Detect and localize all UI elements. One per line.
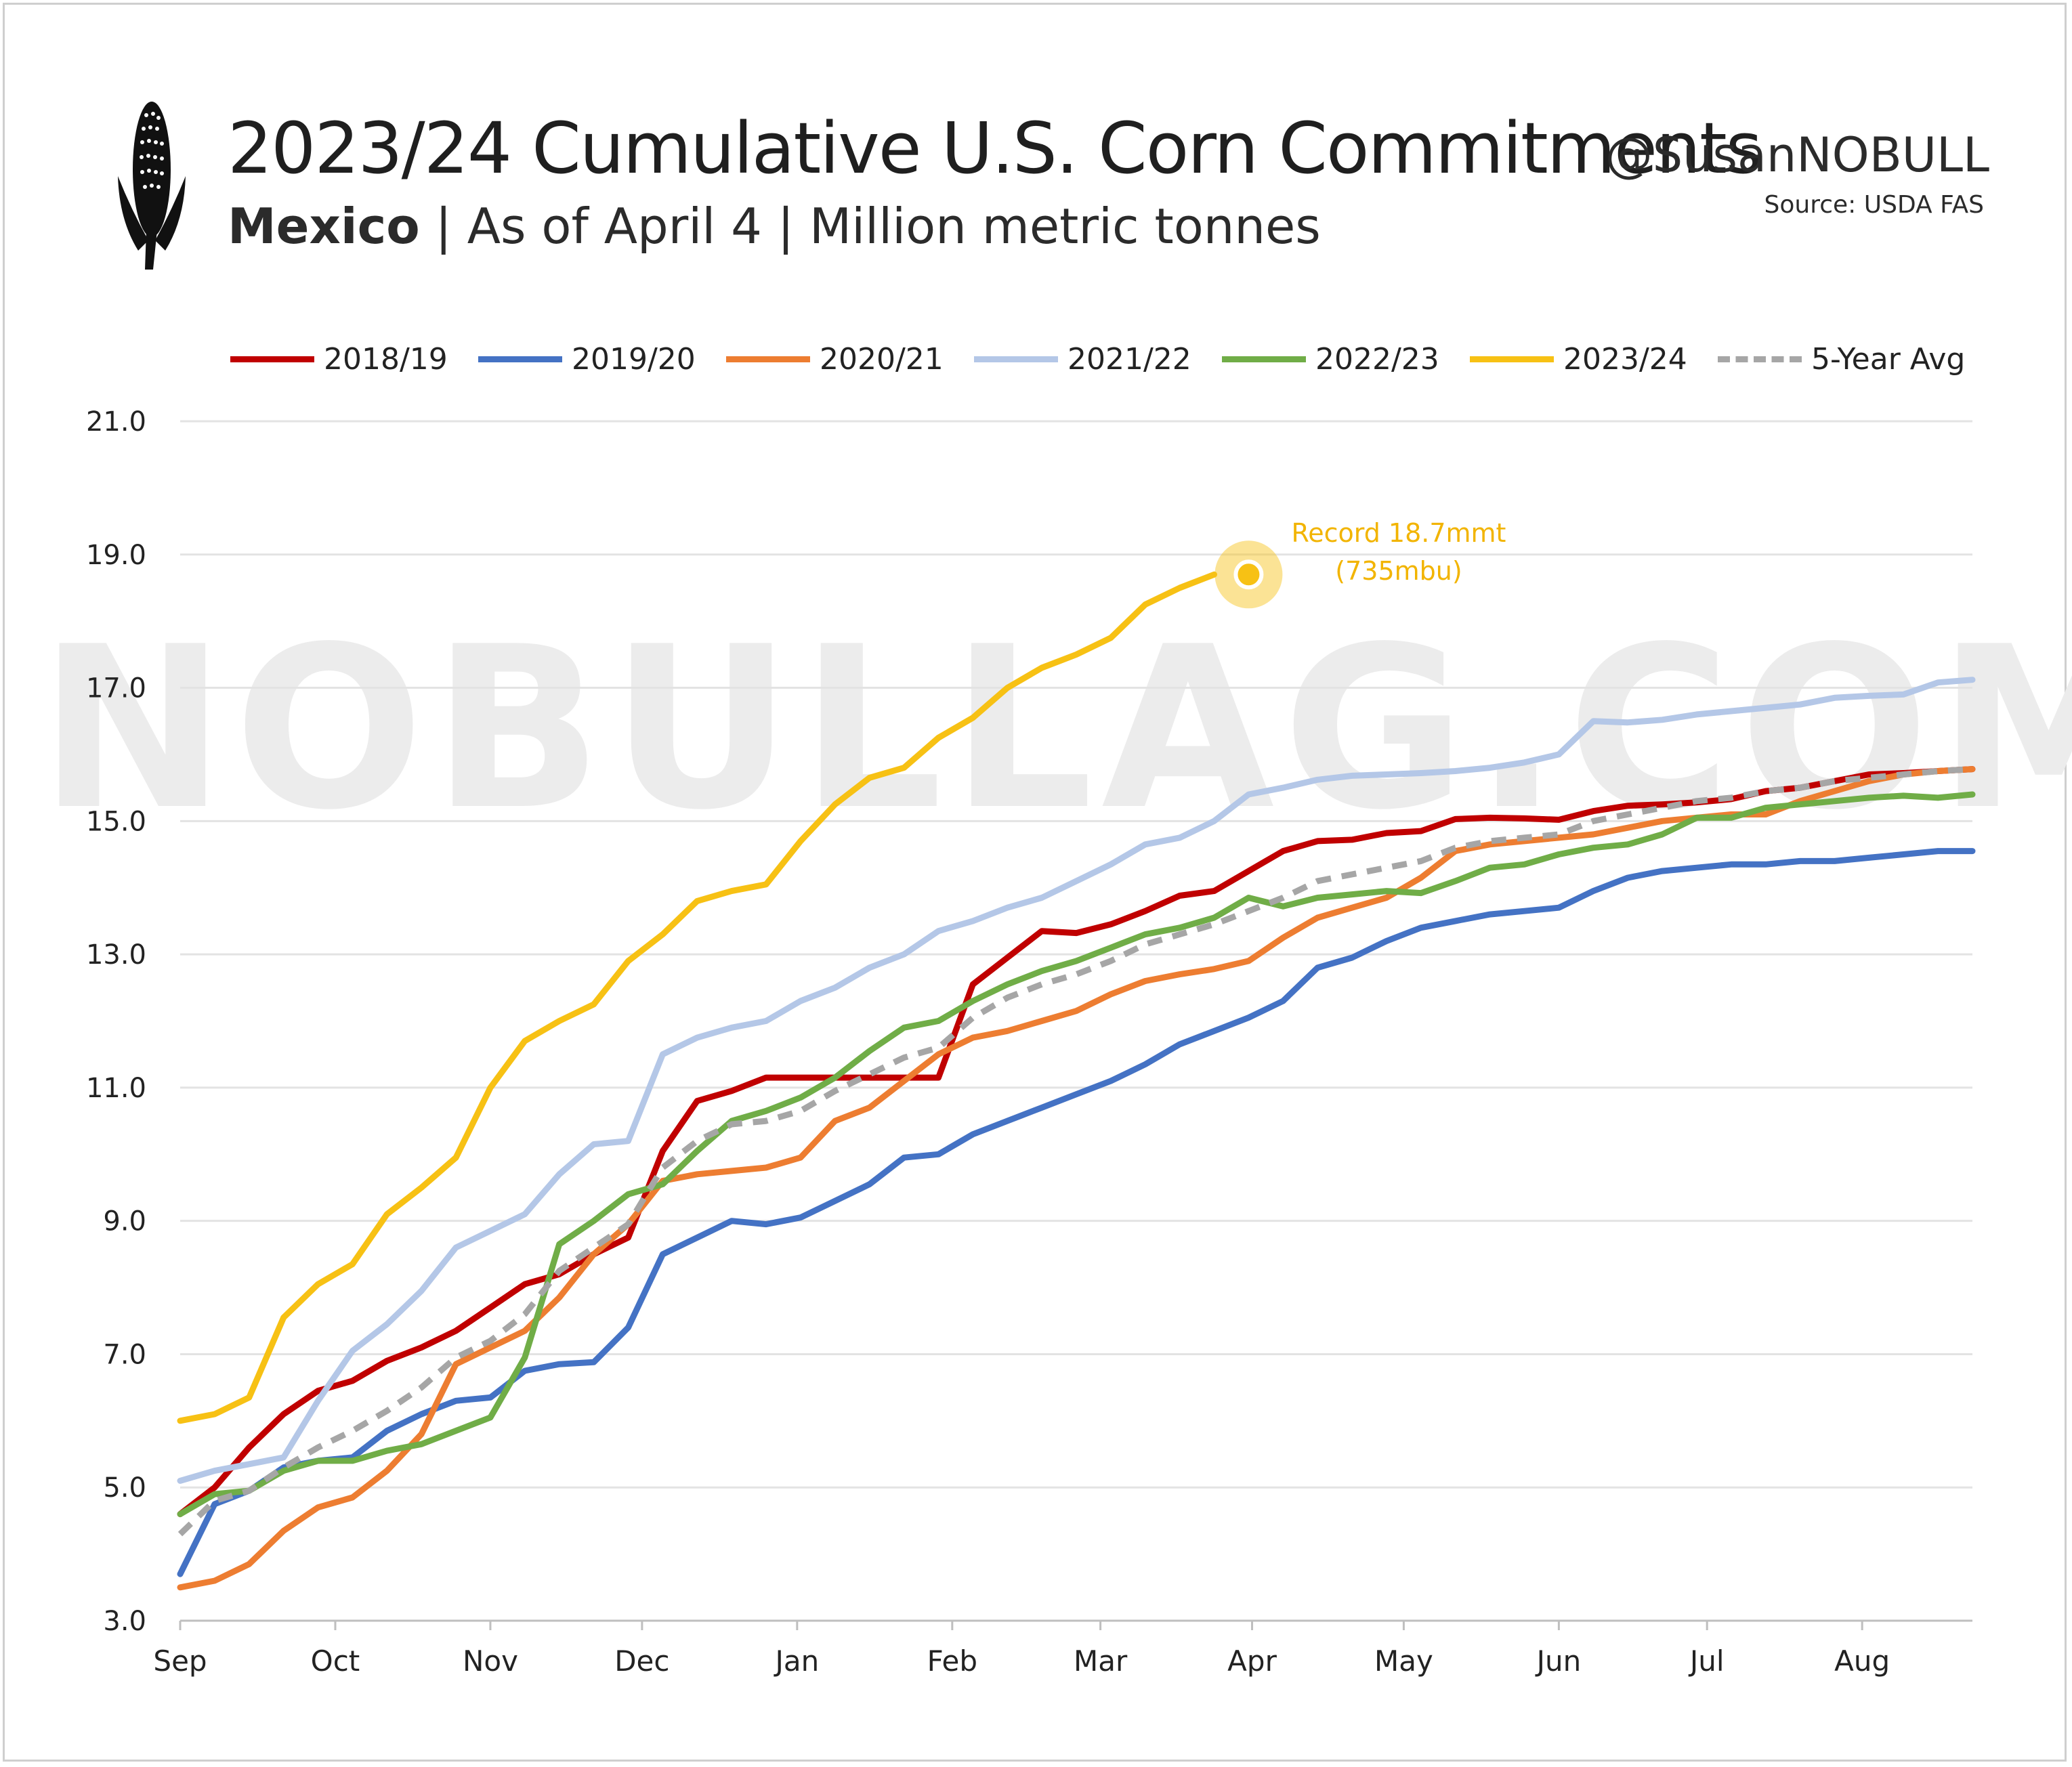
x-tick-label: Dec [614, 1644, 669, 1678]
y-tick-label: 17.0 [86, 673, 146, 704]
series-line-5-year-avg [177, 766, 1973, 1537]
x-tick-label: Jan [773, 1644, 819, 1678]
legend-item: 2018/19 [230, 339, 448, 379]
y-tick-label: 15.0 [86, 806, 146, 837]
x-tick-label: Jun [1535, 1644, 1582, 1678]
legend-swatch [230, 356, 314, 362]
y-tick-label: 19.0 [86, 540, 146, 571]
legend-swatch [974, 356, 1058, 362]
annotation-record-label: Record 18.7mmt [1292, 518, 1506, 548]
legend-swatch [1470, 356, 1554, 362]
author-handle: @SusanNOBULL [1605, 127, 1989, 183]
legend-label: 2023/24 [1563, 341, 1687, 377]
y-tick-label: 21.0 [86, 406, 146, 438]
x-tick-label: Oct [311, 1644, 360, 1678]
chart-frame [3, 3, 2067, 1762]
legend-label: 2020/21 [820, 341, 944, 377]
x-tick-label: May [1374, 1644, 1433, 1678]
chart-subtitle: Mexico | As of April 4 | Million metric … [228, 198, 1321, 255]
source-note: Source: USDA FAS [1764, 191, 1984, 219]
y-tick-label: 13.0 [86, 939, 146, 971]
x-tick-label: Sep [153, 1644, 207, 1678]
subtitle-country: Mexico [228, 198, 420, 255]
x-tick-label: Aug [1834, 1644, 1890, 1678]
series-line-2022-23 [177, 791, 1976, 1518]
y-tick-label: 11.0 [86, 1073, 146, 1104]
watermark-text: NOBULLAG.COM [39, 599, 2072, 859]
legend-item: 2020/21 [726, 339, 944, 379]
series-line-2023-24 [177, 571, 1217, 1424]
x-tick-label: Nov [463, 1644, 518, 1678]
legend-swatch [726, 356, 810, 362]
legend-swatch [478, 356, 562, 362]
corn-icon [118, 102, 186, 270]
annotation-record-mbu: (735mbu) [1335, 556, 1462, 586]
x-tick-label: Mar [1074, 1644, 1128, 1678]
legend-item: 2021/22 [974, 339, 1191, 379]
legend-item: 2019/20 [478, 339, 696, 379]
legend-item: 2023/24 [1470, 339, 1687, 379]
y-tick-label: 5.0 [103, 1472, 146, 1504]
series-line-2020-21 [177, 766, 1976, 1591]
x-tick-label: Feb [927, 1644, 977, 1678]
legend-swatch [1718, 356, 1802, 362]
y-tick-label: 3.0 [103, 1606, 146, 1637]
legend-label: 2018/19 [324, 341, 448, 377]
series-line-2019-20 [177, 848, 1976, 1577]
chart-legend: 2018/19 2019/20 2020/21 2021/22 2022/23 2023/… [230, 339, 1991, 379]
legend-label: 5-Year Avg [1811, 341, 1966, 377]
chart-title: 2023/24 Cumulative U.S. Corn Commitments [228, 107, 1762, 190]
series-line-2021-22 [177, 677, 1976, 1484]
y-tick-label: 7.0 [103, 1339, 146, 1370]
legend-label: 2019/20 [572, 341, 696, 377]
x-tick-label: Apr [1227, 1644, 1277, 1678]
y-tick-label: 9.0 [103, 1206, 146, 1237]
subtitle-details: | As of April 4 | Million metric tonnes [419, 198, 1321, 255]
legend-label: 2022/23 [1315, 341, 1439, 377]
record-marker-dot [1233, 559, 1264, 590]
legend-item: 2022/23 [1222, 339, 1439, 379]
x-tick-label: Jul [1688, 1644, 1725, 1678]
legend-label: 2021/22 [1067, 341, 1191, 377]
legend-swatch [1222, 356, 1306, 362]
legend-item: 5-Year Avg [1718, 339, 1965, 379]
